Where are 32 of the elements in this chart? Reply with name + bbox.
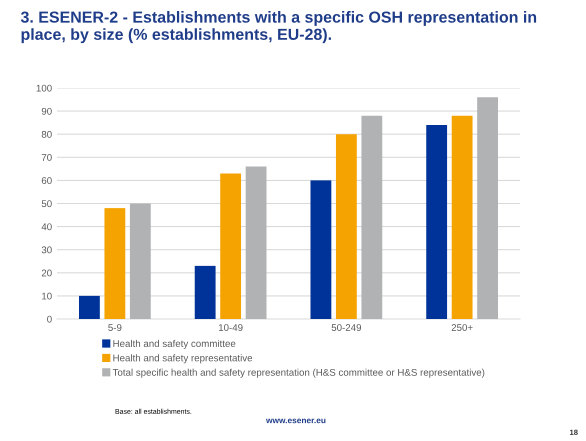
y-tick-label: 40 <box>42 223 52 230</box>
bar <box>310 180 332 319</box>
y-tick-label: 100 <box>36 84 52 92</box>
x-tick-label: 5-9 <box>108 324 122 331</box>
legend-label: Total specific health and safety representation (H&S committee or H&S representative) <box>112 368 484 378</box>
y-tick-label: 50 <box>42 200 52 208</box>
y-tick-label: 10 <box>42 292 52 300</box>
bar <box>78 296 100 319</box>
legend-label: Health and safety committee <box>113 340 236 349</box>
x-tick-label: 50-249 <box>332 324 362 331</box>
bar <box>361 116 382 319</box>
bar <box>246 166 267 319</box>
bar <box>194 266 216 319</box>
y-tick-label: 70 <box>42 154 52 161</box>
x-tick-label: 10-49 <box>218 324 243 331</box>
y-tick-label: 60 <box>42 177 52 184</box>
bar <box>220 173 242 319</box>
legend-label: Health and safety representative <box>113 354 252 364</box>
bar <box>477 97 498 319</box>
y-tick-label: 80 <box>42 130 52 138</box>
bar <box>130 204 151 319</box>
y-tick-label: 30 <box>42 246 52 254</box>
bar <box>426 124 448 319</box>
text: www.esener.eu <box>266 418 326 424</box>
y-tick-label: 0 <box>47 316 52 323</box>
y-tick-label: 20 <box>42 270 52 276</box>
bar <box>336 134 357 319</box>
chart-title: 3. ESENER-2 - Establishments with a specific OSH representation in place, by size (% establishments, EU-28). <box>20 11 536 44</box>
y-tick-label: 90 <box>42 108 52 115</box>
bar <box>104 208 126 319</box>
bar <box>452 116 473 319</box>
x-tick-label: 250+ <box>452 324 473 331</box>
